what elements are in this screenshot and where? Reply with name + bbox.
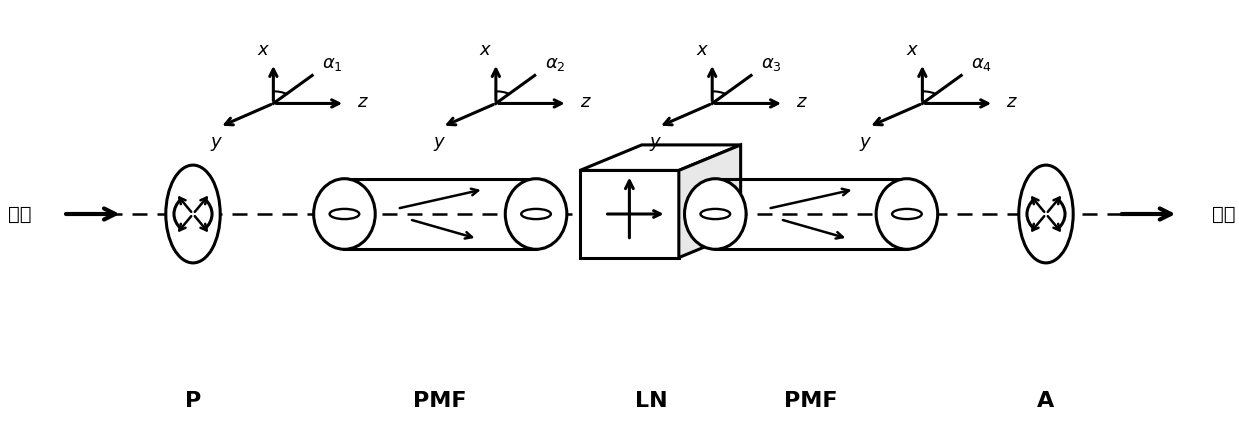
Text: $\alpha_{2}$: $\alpha_{2}$ (545, 55, 565, 73)
Circle shape (700, 209, 730, 219)
Text: $z$: $z$ (1006, 93, 1018, 111)
Text: $x$: $x$ (256, 41, 270, 59)
Text: LN: LN (636, 391, 668, 411)
Text: $x$: $x$ (479, 41, 493, 59)
Circle shape (330, 209, 359, 219)
Ellipse shape (506, 179, 566, 249)
Text: $z$: $z$ (797, 93, 808, 111)
Ellipse shape (313, 179, 375, 249)
Text: $z$: $z$ (580, 93, 592, 111)
Text: $\alpha_{3}$: $\alpha_{3}$ (761, 55, 782, 73)
Text: $z$: $z$ (357, 93, 369, 111)
Text: P: P (185, 391, 201, 411)
Text: $x$: $x$ (906, 41, 919, 59)
Text: PMF: PMF (784, 391, 838, 411)
Ellipse shape (684, 179, 746, 249)
Text: PMF: PMF (414, 391, 467, 411)
Ellipse shape (1018, 165, 1073, 263)
Text: $y$: $y$ (649, 134, 663, 152)
Text: $\alpha_{1}$: $\alpha_{1}$ (322, 55, 343, 73)
Text: A: A (1037, 391, 1054, 411)
Polygon shape (580, 170, 679, 258)
Text: $x$: $x$ (695, 41, 709, 59)
Polygon shape (679, 145, 741, 258)
Text: 输入: 输入 (7, 205, 31, 223)
Ellipse shape (166, 165, 221, 263)
Circle shape (522, 209, 551, 219)
Text: $y$: $y$ (860, 134, 872, 152)
Text: $y$: $y$ (432, 134, 446, 152)
Ellipse shape (876, 179, 938, 249)
Text: $y$: $y$ (211, 134, 224, 152)
Text: 输出: 输出 (1212, 205, 1235, 223)
Polygon shape (580, 145, 741, 170)
Text: $\alpha_{4}$: $\alpha_{4}$ (971, 55, 992, 73)
Circle shape (892, 209, 922, 219)
